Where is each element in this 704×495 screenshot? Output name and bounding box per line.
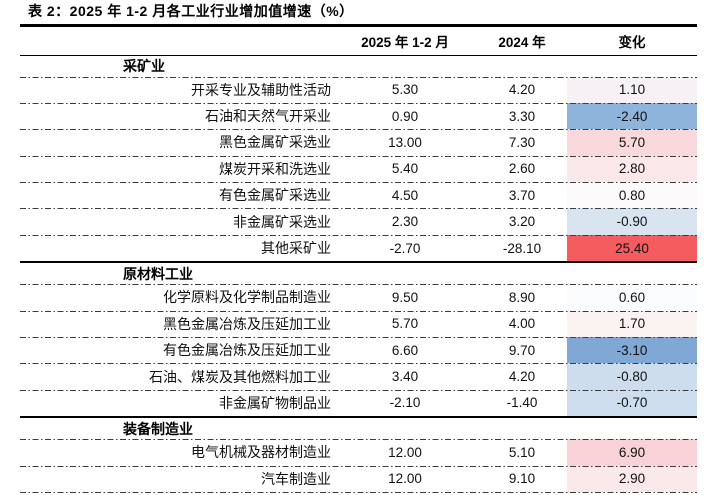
value-2024: 9.70: [508, 342, 536, 358]
header-2024: 2024 年: [498, 34, 546, 50]
table-row: 化学原料及化学制品制造业 9.50 8.90 0.60: [20, 284, 697, 311]
value-2024: 4.20: [508, 369, 536, 385]
section-header-row: 采矿业: [20, 56, 697, 77]
value-2025: 3.40: [391, 369, 419, 385]
industry-name: 汽车制造业: [261, 470, 331, 487]
industry-name: 煤炭开采和洗选业: [219, 160, 331, 177]
section-header-row: 装备制造业: [20, 416, 697, 439]
change-value: 0.80: [567, 182, 697, 209]
industry-name: 电气机械及器材制造业: [191, 444, 331, 461]
table-row: 开采专业及辅助性活动 5.30 4.20 1.10: [20, 76, 697, 103]
value-2024: 4.00: [508, 316, 536, 332]
table-body: 采矿业开采专业及辅助性活动 5.30 4.20 1.10 石油和天然气开采业 0.90 3.…: [20, 56, 697, 492]
header-change: 变化: [618, 34, 646, 50]
value-2024: 9.10: [508, 471, 536, 487]
table-row: 汽车制造业 12.00 9.10 2.90: [20, 465, 697, 492]
value-2025: 13.00: [388, 134, 422, 150]
value-2025: -2.70: [389, 240, 421, 256]
table-row: 有色金属冶炼及压延加工业 6.60 9.70 -3.10: [20, 337, 697, 364]
top-rule: [20, 24, 697, 27]
table-header-row: 2025 年 1-2 月 2024 年 变化: [20, 27, 697, 56]
table-row: 石油、煤炭及其他燃料加工业 3.40 4.20 -0.80: [20, 363, 697, 390]
value-2024: -28.10: [502, 240, 542, 256]
change-value: -0.70: [567, 389, 697, 417]
bottom-separator: [20, 491, 697, 493]
table-row: 电气机械及器材制造业 12.00 5.10 6.90: [20, 439, 697, 466]
change-value: 1.10: [567, 76, 697, 103]
table-row: 黑色金属矿采选业 13.00 7.30 5.70: [20, 129, 697, 156]
value-2025: 9.50: [391, 289, 419, 305]
industry-name: 石油和天然气开采业: [205, 108, 331, 125]
section-label: 装备制造业: [123, 420, 193, 437]
change-value: -0.90: [567, 208, 697, 235]
value-2024: 3.20: [508, 214, 536, 230]
change-value: 5.70: [567, 129, 697, 156]
change-value: 6.90: [567, 439, 697, 466]
value-2024: 2.60: [508, 161, 536, 177]
change-value: 2.90: [567, 465, 697, 492]
table-row: 煤炭开采和洗选业 5.40 2.60 2.80: [20, 155, 697, 183]
table-row: 非金属矿采选业 2.30 3.20 -0.90: [20, 208, 697, 235]
value-2025: 5.40: [391, 161, 419, 177]
change-value: -3.10: [567, 337, 697, 364]
industry-name: 黑色金属矿采选业: [219, 134, 331, 151]
value-2024: 5.10: [508, 444, 536, 460]
growth-table: 表 2：2025 年 1-2 月各工业行业增加值增速（%） 2025 年 1-2…: [20, 0, 697, 493]
value-2024: 4.20: [508, 82, 536, 98]
table-row: 有色金属矿采选业 4.50 3.70 0.80: [20, 182, 697, 209]
change-value: 25.40: [567, 234, 697, 262]
industry-name: 有色金属矿采选业: [219, 187, 331, 204]
industry-name: 化学原料及化学制品制造业: [163, 289, 331, 306]
table-row: 黑色金属冶炼及压延加工业 5.70 4.00 1.70: [20, 310, 697, 338]
table-row: 其他采矿业 -2.70 -28.10 25.40: [20, 234, 697, 262]
change-value: 0.60: [567, 284, 697, 311]
industry-name: 开采专业及辅助性活动: [191, 81, 331, 98]
change-value: -0.80: [567, 363, 697, 390]
value-2025: 6.60: [391, 342, 419, 358]
value-2024: 7.30: [508, 134, 536, 150]
section-header-row: 原材料工业: [20, 261, 697, 284]
table-row: 石油和天然气开采业 0.90 3.30 -2.40: [20, 102, 697, 130]
value-2024: 3.70: [508, 187, 536, 203]
value-2024: 3.30: [508, 108, 536, 124]
value-2025: 12.00: [388, 444, 422, 460]
value-2024: 8.90: [508, 289, 536, 305]
industry-name: 其他采矿业: [261, 240, 331, 257]
value-2025: 4.50: [391, 187, 419, 203]
change-value: 1.70: [567, 310, 697, 338]
value-2025: 5.30: [391, 82, 419, 98]
value-2025: -2.10: [389, 395, 421, 411]
table-row: 非金属矿物制品业 -2.10 -1.40 -0.70: [20, 389, 697, 417]
change-value: 2.80: [567, 155, 697, 183]
industry-name: 黑色金属冶炼及压延加工业: [163, 315, 331, 332]
industry-name: 有色金属冶炼及压延加工业: [163, 342, 331, 359]
value-2025: 2.30: [391, 214, 419, 230]
header-2025: 2025 年 1-2 月: [361, 34, 449, 50]
table-title: 表 2：2025 年 1-2 月各工业行业增加值增速（%）: [28, 3, 354, 19]
section-label: 原材料工业: [123, 265, 193, 282]
change-value: -2.40: [567, 102, 697, 130]
value-2025: 5.70: [391, 316, 419, 332]
value-2025: 12.00: [388, 471, 422, 487]
industry-name: 非金属矿采选业: [233, 213, 331, 230]
value-2024: -1.40: [506, 395, 538, 411]
industry-name: 非金属矿物制品业: [219, 394, 331, 411]
section-label: 采矿业: [123, 58, 165, 74]
industry-name: 石油、煤炭及其他燃料加工业: [149, 368, 331, 385]
value-2025: 0.90: [391, 108, 419, 124]
